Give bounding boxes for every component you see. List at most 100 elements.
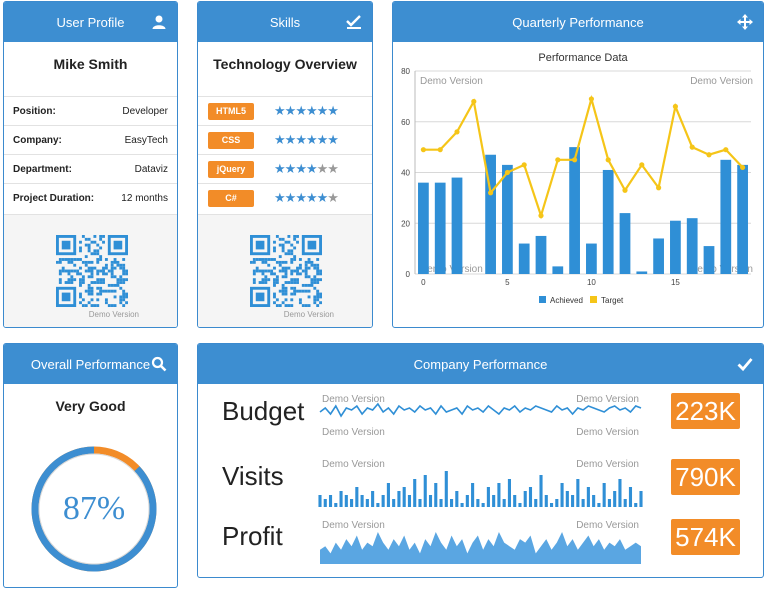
skills-header: Skills [198, 2, 372, 42]
target-point[interactable] [656, 185, 662, 191]
skill-badge[interactable]: C# [208, 189, 254, 207]
bar-achieved[interactable] [569, 147, 580, 274]
demo-watermark: Demo Version [322, 394, 385, 405]
skill-badge[interactable]: HTML5 [208, 102, 254, 120]
star-rating[interactable]: ★★★★★★ [274, 132, 339, 148]
quarterly-header: Quarterly Performance [393, 2, 763, 42]
sparkline-bar [565, 491, 569, 507]
target-point[interactable] [488, 190, 494, 196]
user-icon[interactable] [151, 14, 167, 30]
move-icon[interactable] [737, 14, 753, 30]
info-value: Developer [122, 105, 168, 117]
star-icon: ★ [274, 190, 286, 205]
bar-achieved[interactable] [720, 159, 732, 274]
sparkline-bar [586, 487, 590, 507]
bar-achieved[interactable] [737, 164, 748, 274]
bar-achieved[interactable] [670, 220, 681, 274]
bar-achieved[interactable] [586, 243, 597, 274]
sparkline-bar [523, 491, 527, 507]
star-icon: ★ [305, 103, 318, 118]
sparkline-bar [392, 499, 396, 507]
sparkline-bar [623, 499, 627, 507]
sparkline-bar [397, 491, 401, 507]
target-point[interactable] [740, 164, 746, 171]
target-point[interactable] [706, 152, 712, 158]
bar-achieved[interactable] [686, 218, 698, 274]
budget-sparkline: Demo Version Demo Version Demo Version Demo… [319, 394, 642, 437]
star-icon: ★ [295, 103, 307, 118]
bar-achieved[interactable] [636, 271, 648, 274]
target-point[interactable] [521, 162, 527, 168]
demo-watermark: Demo Version [576, 520, 639, 531]
target-point[interactable] [572, 157, 578, 163]
sparkline-bar [434, 483, 438, 507]
skill-badge[interactable]: jQuery [208, 160, 254, 178]
sparkline-bar [581, 499, 585, 507]
sparkline-bar [592, 495, 596, 507]
star-icon: ★ [316, 161, 329, 176]
info-row: Project Duration: 12 months [4, 183, 177, 212]
sparkline-bar [323, 499, 327, 507]
star-icon: ★ [305, 132, 318, 147]
target-point[interactable] [605, 157, 611, 163]
skill-row: C# ★★★★★★ [198, 183, 372, 212]
star-icon: ★ [327, 161, 339, 176]
bar-achieved[interactable] [518, 243, 530, 274]
demo-watermark: Demo Version [283, 310, 334, 319]
bar-achieved[interactable] [653, 238, 664, 274]
sparkline-bar [602, 483, 606, 507]
target-point[interactable] [437, 147, 443, 153]
target-point[interactable] [723, 147, 729, 153]
sparkline-bar [381, 495, 385, 507]
legend-label-achieved: Achieved [550, 296, 583, 305]
target-point[interactable] [538, 213, 544, 219]
bar-achieved[interactable] [502, 164, 513, 274]
qr-code [56, 235, 128, 307]
star-icon: ★ [305, 161, 318, 176]
target-point[interactable] [420, 147, 426, 153]
sparkline-bar [439, 499, 443, 507]
bar-achieved[interactable] [451, 177, 463, 274]
demo-watermark: Demo Version [576, 459, 639, 470]
bar-achieved[interactable] [552, 266, 564, 274]
budget-label: Budget [222, 396, 305, 426]
bar-achieved[interactable] [434, 182, 446, 274]
company-performance-panel: Company Performance Budget Visits Profit… [197, 343, 764, 578]
info-value: Dataviz [134, 163, 168, 175]
checkmark-icon[interactable] [737, 356, 753, 372]
sparkline-bar [486, 487, 490, 507]
sparkline-area [320, 532, 641, 564]
checklist-icon[interactable] [346, 14, 362, 30]
bar-achieved[interactable] [703, 246, 715, 274]
overall-rating: Very Good [55, 398, 126, 414]
star-icon: ★ [305, 190, 318, 205]
star-rating[interactable]: ★★★★★★ [274, 103, 339, 119]
bar-achieved[interactable] [619, 213, 631, 274]
sparkline-bar [360, 495, 364, 507]
target-point[interactable] [555, 157, 561, 163]
star-rating[interactable]: ★★★★★★ [274, 161, 339, 177]
target-point[interactable] [454, 129, 460, 135]
target-line [423, 94, 744, 220]
sparkline-bar [513, 495, 517, 507]
target-point[interactable] [689, 144, 695, 150]
bar-achieved[interactable] [418, 182, 429, 274]
sparkline-series [319, 402, 642, 418]
bar-achieved[interactable] [485, 154, 496, 274]
sparkline-bar [571, 495, 575, 507]
skill-badge[interactable]: CSS [208, 131, 254, 149]
target-point[interactable] [588, 96, 594, 102]
search-icon[interactable] [151, 356, 167, 372]
target-point[interactable] [471, 98, 477, 105]
target-point[interactable] [639, 162, 645, 168]
target-point[interactable] [622, 187, 628, 193]
bar-achieved[interactable] [535, 235, 547, 274]
star-rating[interactable]: ★★★★★★ [274, 190, 339, 206]
user-profile-header: User Profile [4, 2, 177, 42]
target-point[interactable] [672, 103, 678, 110]
bar-achieved[interactable] [602, 169, 614, 274]
sparkline-bar [344, 495, 348, 507]
info-value: EasyTech [124, 134, 168, 146]
target-point[interactable] [504, 169, 510, 176]
sparkline-bar [607, 499, 611, 507]
